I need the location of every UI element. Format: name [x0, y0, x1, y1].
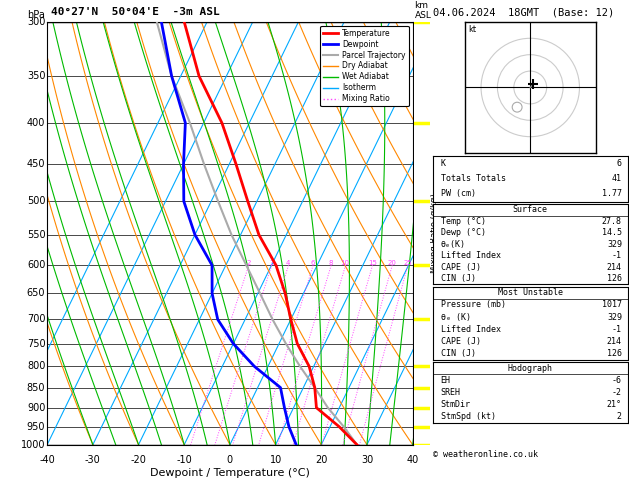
- Text: 2: 2: [415, 359, 421, 369]
- Text: 25: 25: [403, 260, 412, 266]
- Text: -1: -1: [612, 325, 622, 334]
- Text: θₑ (K): θₑ (K): [440, 312, 470, 322]
- Text: 6: 6: [415, 176, 421, 186]
- Text: -40: -40: [39, 455, 55, 465]
- Text: 0: 0: [227, 455, 233, 465]
- Text: 10: 10: [341, 260, 350, 266]
- Text: 20: 20: [387, 260, 396, 266]
- Text: Dewpoint / Temperature (°C): Dewpoint / Temperature (°C): [150, 468, 310, 478]
- Text: 400: 400: [27, 118, 45, 128]
- Text: 30: 30: [361, 455, 373, 465]
- Text: 2: 2: [246, 260, 250, 266]
- Text: 7: 7: [415, 125, 421, 135]
- Text: 950: 950: [27, 422, 45, 432]
- Text: Most Unstable: Most Unstable: [498, 288, 563, 297]
- Text: -1: -1: [612, 251, 622, 260]
- Text: CIN (J): CIN (J): [440, 349, 476, 358]
- Text: 1000: 1000: [21, 440, 45, 450]
- Text: 1.77: 1.77: [602, 190, 622, 198]
- Text: 40°27'N  50°04'E  -3m ASL: 40°27'N 50°04'E -3m ASL: [51, 7, 220, 17]
- Text: 550: 550: [26, 230, 45, 240]
- Text: Totals Totals: Totals Totals: [440, 174, 506, 183]
- Text: 850: 850: [27, 382, 45, 393]
- Text: 8: 8: [415, 78, 421, 88]
- Text: 450: 450: [27, 159, 45, 169]
- Legend: Temperature, Dewpoint, Parcel Trajectory, Dry Adiabat, Wet Adiabat, Isotherm, Mi: Temperature, Dewpoint, Parcel Trajectory…: [320, 26, 409, 106]
- Text: Mixing Ratio (g/kg): Mixing Ratio (g/kg): [430, 193, 439, 273]
- Text: CAPE (J): CAPE (J): [440, 262, 481, 272]
- Text: 650: 650: [27, 288, 45, 298]
- Text: 15: 15: [368, 260, 377, 266]
- Text: CIN (J): CIN (J): [440, 274, 476, 283]
- Text: 27.8: 27.8: [602, 217, 622, 226]
- Text: Dewp (°C): Dewp (°C): [440, 228, 486, 237]
- Text: 5: 5: [415, 223, 421, 233]
- Text: 41: 41: [612, 174, 622, 183]
- Text: 126: 126: [607, 349, 622, 358]
- Text: 500: 500: [27, 196, 45, 206]
- Text: kt: kt: [468, 25, 476, 34]
- Text: 14.5: 14.5: [602, 228, 622, 237]
- Text: 3: 3: [269, 260, 274, 266]
- Text: 10: 10: [269, 455, 282, 465]
- Text: 8: 8: [328, 260, 333, 266]
- Text: CAPE (J): CAPE (J): [440, 337, 481, 346]
- Text: 700: 700: [27, 314, 45, 325]
- Text: 300: 300: [27, 17, 45, 27]
- Text: EH: EH: [440, 376, 450, 385]
- Text: 329: 329: [607, 240, 622, 249]
- Text: 3: 3: [415, 314, 421, 325]
- Text: SREH: SREH: [440, 388, 460, 397]
- Text: K: K: [440, 159, 445, 168]
- Text: 40: 40: [406, 455, 419, 465]
- Text: Temp (°C): Temp (°C): [440, 217, 486, 226]
- Text: 214: 214: [607, 262, 622, 272]
- Text: 6: 6: [617, 159, 622, 168]
- Text: -6: -6: [612, 376, 622, 385]
- Text: Pressure (mb): Pressure (mb): [440, 300, 506, 310]
- Text: 20: 20: [315, 455, 328, 465]
- Text: -10: -10: [176, 455, 192, 465]
- Text: © weatheronline.co.uk: © weatheronline.co.uk: [433, 450, 538, 459]
- Text: 6: 6: [311, 260, 315, 266]
- Text: 600: 600: [27, 260, 45, 270]
- Text: 2: 2: [617, 412, 622, 421]
- Text: 1: 1: [415, 402, 421, 412]
- Text: 1017: 1017: [602, 300, 622, 310]
- Text: 750: 750: [26, 339, 45, 348]
- Text: Surface: Surface: [513, 206, 548, 214]
- Text: Lifted Index: Lifted Index: [440, 251, 501, 260]
- Text: -20: -20: [131, 455, 147, 465]
- Text: 4: 4: [415, 265, 421, 276]
- Text: Hodograph: Hodograph: [508, 364, 553, 373]
- Text: -30: -30: [85, 455, 101, 465]
- Text: 04.06.2024  18GMT  (Base: 12): 04.06.2024 18GMT (Base: 12): [433, 7, 614, 17]
- Text: hPa: hPa: [28, 10, 45, 20]
- Text: 126: 126: [607, 274, 622, 283]
- Text: Lifted Index: Lifted Index: [440, 325, 501, 334]
- Text: km
ASL: km ASL: [415, 1, 431, 20]
- Text: 900: 900: [27, 403, 45, 413]
- Text: StmSpd (kt): StmSpd (kt): [440, 412, 496, 421]
- Text: 4: 4: [286, 260, 291, 266]
- Text: PW (cm): PW (cm): [440, 190, 476, 198]
- Text: LCL: LCL: [415, 382, 430, 391]
- Text: 21°: 21°: [607, 400, 622, 409]
- Text: θₑ(K): θₑ(K): [440, 240, 465, 249]
- Text: -2: -2: [612, 388, 622, 397]
- Text: 214: 214: [607, 337, 622, 346]
- Text: 350: 350: [27, 71, 45, 81]
- Text: StmDir: StmDir: [440, 400, 470, 409]
- Text: 329: 329: [607, 312, 622, 322]
- Text: 800: 800: [27, 361, 45, 371]
